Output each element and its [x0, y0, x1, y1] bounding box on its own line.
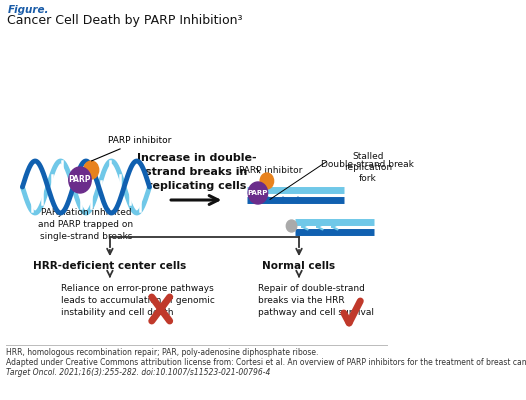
- Text: Figure.: Figure.: [7, 5, 49, 15]
- Text: PARP: PARP: [248, 190, 268, 196]
- Text: Repair of double-strand
breaks via the HRR
pathway and cell survival: Repair of double-strand breaks via the H…: [258, 284, 374, 317]
- Text: HRR, homologous recombination repair; PAR, poly-adenosine diphosphate ribose.: HRR, homologous recombination repair; PA…: [6, 348, 318, 357]
- Ellipse shape: [84, 161, 99, 179]
- Ellipse shape: [69, 167, 91, 193]
- Text: Cancer Cell Death by PARP Inhibition³: Cancer Cell Death by PARP Inhibition³: [7, 14, 243, 27]
- Text: Double-strand break: Double-strand break: [321, 160, 414, 169]
- Text: Stalled
replication
fork: Stalled replication fork: [343, 152, 392, 183]
- Ellipse shape: [248, 182, 268, 204]
- Text: PARP inhibitor: PARP inhibitor: [239, 166, 302, 175]
- Text: PARylation inhibited
and PARP trapped on
single-strand breaks: PARylation inhibited and PARP trapped on…: [38, 208, 134, 240]
- Text: PARP: PARP: [69, 176, 91, 184]
- Text: PARP inhibitor: PARP inhibitor: [92, 136, 172, 161]
- Text: Target Oncol. 2021;16(3):255-282. doi:10.1007/s11523-021-00796-4: Target Oncol. 2021;16(3):255-282. doi:10…: [6, 368, 270, 377]
- Text: Normal cells: Normal cells: [262, 261, 336, 271]
- Ellipse shape: [286, 220, 297, 232]
- Ellipse shape: [260, 173, 274, 189]
- Text: HRR-deficient center cells: HRR-deficient center cells: [33, 261, 187, 271]
- Text: Reliance on error-prone pathways
leads to accumulation of genomic
instability an: Reliance on error-prone pathways leads t…: [62, 284, 215, 317]
- Text: Increase in double-
strand breaks in
replicating cells: Increase in double- strand breaks in rep…: [137, 153, 256, 191]
- Text: Adapted under Creative Commons attribution license from: Cortesi et al. An overv: Adapted under Creative Commons attributi…: [6, 358, 526, 367]
